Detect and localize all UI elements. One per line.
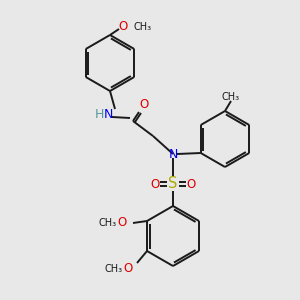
Text: N: N — [103, 107, 113, 121]
Text: CH₃: CH₃ — [105, 264, 123, 274]
Text: CH₃: CH₃ — [222, 92, 240, 102]
Text: O: O — [150, 178, 160, 190]
Text: O: O — [118, 217, 127, 230]
Text: CH₃: CH₃ — [133, 22, 151, 32]
Text: S: S — [168, 176, 178, 191]
Text: O: O — [124, 262, 133, 275]
Text: H: H — [94, 107, 104, 121]
Text: CH₃: CH₃ — [99, 218, 117, 228]
Text: O: O — [186, 178, 196, 190]
Text: O: O — [140, 98, 148, 110]
Text: O: O — [118, 20, 127, 34]
Text: N: N — [168, 148, 178, 160]
